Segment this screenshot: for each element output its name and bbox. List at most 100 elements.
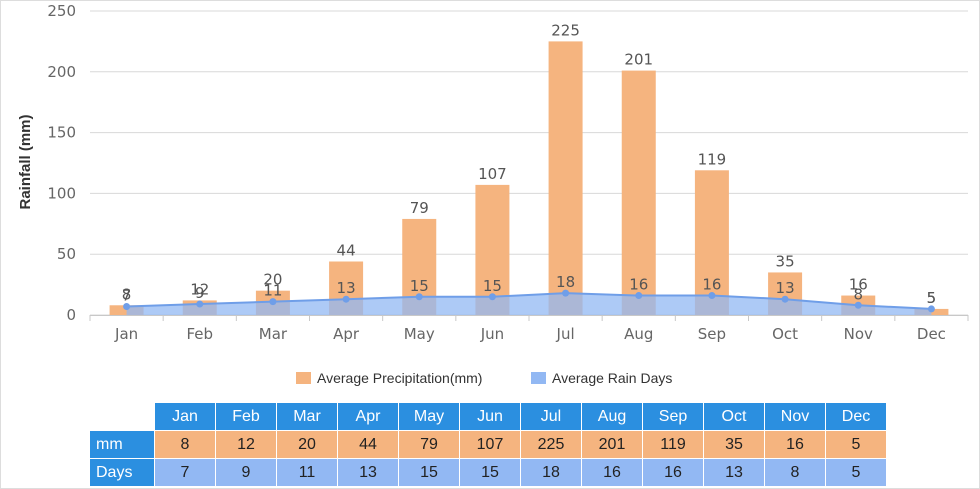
rain-days-point [854, 301, 862, 309]
rain-days-value-label: 15 [483, 277, 502, 295]
table-cell-days: 13 [704, 459, 764, 486]
rain-days-point [635, 292, 643, 300]
legend: Average Precipitation(mm) Average Rain D… [0, 370, 980, 390]
data-table: Jan Feb Mar Apr May Jun Jul Aug Sep Oct Nov Dec mm … [89, 402, 887, 487]
table-cell-mm: 16 [765, 431, 825, 458]
rainfall-chart: 0 50 100 150 200 250 Jan Feb Mar Apr May Jun Jul Aug… [17, 2, 969, 343]
table-month-header: Jun [460, 403, 520, 430]
x-tick-label: Apr [333, 325, 360, 343]
table-cell-days: 15 [460, 459, 520, 486]
table-row-mm: mm 8 12 20 44 79 107 225 201 119 35 16 5 [90, 431, 886, 458]
table-cell-mm: 44 [338, 431, 398, 458]
table-month-header: Mar [277, 403, 337, 430]
y-axis-ticks: 0 50 100 150 200 250 [47, 2, 76, 324]
table-cell-days: 11 [277, 459, 337, 486]
table-month-header: May [399, 403, 459, 430]
precipitation-value-label: 44 [337, 241, 356, 259]
precipitation-value-label: 119 [698, 150, 727, 168]
table-header-row: Jan Feb Mar Apr May Jun Jul Aug Sep Oct Nov Dec [90, 403, 886, 430]
x-tick-label: Oct [772, 325, 798, 343]
table-cell-mm: 20 [277, 431, 337, 458]
x-tick-label: Feb [186, 325, 213, 343]
table-month-header: Oct [704, 403, 764, 430]
precipitation-value-label: 225 [551, 21, 580, 39]
precipitation-value-label: 201 [624, 51, 653, 69]
table-month-header: Feb [216, 403, 276, 430]
y-tick-label: 100 [47, 184, 76, 202]
table-cell-days: 5 [826, 459, 886, 486]
grid-lines [90, 10, 968, 316]
table-month-header: Dec [826, 403, 886, 430]
table-cell-mm: 201 [582, 431, 642, 458]
table-cell-days: 15 [399, 459, 459, 486]
precipitation-value-label: 12 [190, 280, 209, 298]
table-month-header: Jul [521, 403, 581, 430]
y-tick-label: 200 [47, 63, 76, 81]
table-cell-days: 18 [521, 459, 581, 486]
x-tick-label: Jun [480, 325, 504, 343]
rain-days-value-label: 16 [629, 276, 648, 294]
table-cell-mm: 5 [826, 431, 886, 458]
rain-days-point [196, 300, 204, 308]
x-tick-label: Dec [917, 325, 946, 343]
rain-days-value-label: 15 [410, 277, 429, 295]
rain-days-value-label: 11 [263, 282, 282, 300]
rain-days-value-label: 13 [337, 279, 356, 297]
x-axis: Jan Feb Mar Apr May Jun Jul Aug Sep Oct Nov Dec [89, 315, 969, 343]
rain-days-point [269, 298, 277, 306]
table-corner [90, 403, 154, 430]
y-axis-label: Rainfall (mm) [17, 114, 34, 209]
precipitation-value-label: 20 [263, 271, 282, 289]
rain-days-point [342, 295, 350, 303]
rain-days-value-label: 16 [702, 276, 721, 294]
precipitation-value-label: 35 [776, 252, 795, 270]
table-cell-mm: 12 [216, 431, 276, 458]
table-cell-mm: 35 [704, 431, 764, 458]
rain-days-value-label: 9 [195, 284, 205, 302]
precipitation-bar [621, 70, 656, 315]
row-label-mm: mm [90, 431, 154, 458]
table-month-header: Aug [582, 403, 642, 430]
table-cell-days: 13 [338, 459, 398, 486]
precipitation-bars [109, 41, 949, 316]
rain-days-area-fill [126, 293, 932, 315]
precipitation-bar [548, 41, 583, 316]
table-month-header: Jan [155, 403, 215, 430]
rain-days-value-label: 7 [122, 286, 132, 304]
legend-item-rain-days[interactable]: Average Rain Days [531, 370, 672, 386]
table-month-header: Nov [765, 403, 825, 430]
table-cell-mm: 8 [155, 431, 215, 458]
table-cell-days: 16 [643, 459, 703, 486]
rain-days-point [488, 293, 496, 301]
rain-days-point [781, 295, 789, 303]
precipitation-value-label: 8 [122, 285, 132, 303]
rain-days-point [927, 305, 935, 313]
rain-days-point [123, 302, 131, 310]
rain-days-value-label: 18 [556, 273, 575, 291]
precipitation-value-label: 5 [927, 289, 937, 307]
table-cell-mm: 119 [643, 431, 703, 458]
rain-days-area [123, 289, 935, 315]
rain-days-swatch [531, 372, 546, 384]
rain-days-point [708, 292, 716, 300]
precipitation-swatch [296, 372, 311, 384]
y-tick-label: 250 [47, 2, 76, 20]
x-tick-label: May [404, 325, 435, 343]
legend-item-precipitation[interactable]: Average Precipitation(mm) [296, 370, 482, 386]
x-tick-label: Mar [259, 325, 288, 343]
table-cell-days: 9 [216, 459, 276, 486]
precipitation-value-label: 79 [410, 199, 429, 217]
precipitation-value-label: 16 [849, 276, 868, 294]
rain-days-line [126, 292, 932, 310]
x-tick-label: Nov [844, 325, 873, 343]
table-cell-mm: 225 [521, 431, 581, 458]
precipitation-value-label: 107 [478, 165, 507, 183]
row-label-days: Days [90, 459, 154, 486]
legend-label-precipitation: Average Precipitation(mm) [317, 370, 483, 386]
x-tick-label: Sep [698, 325, 726, 343]
table-cell-days: 7 [155, 459, 215, 486]
rain-days-value-label: 13 [776, 279, 795, 297]
table-month-header: Sep [643, 403, 703, 430]
table-cell-mm: 107 [460, 431, 520, 458]
